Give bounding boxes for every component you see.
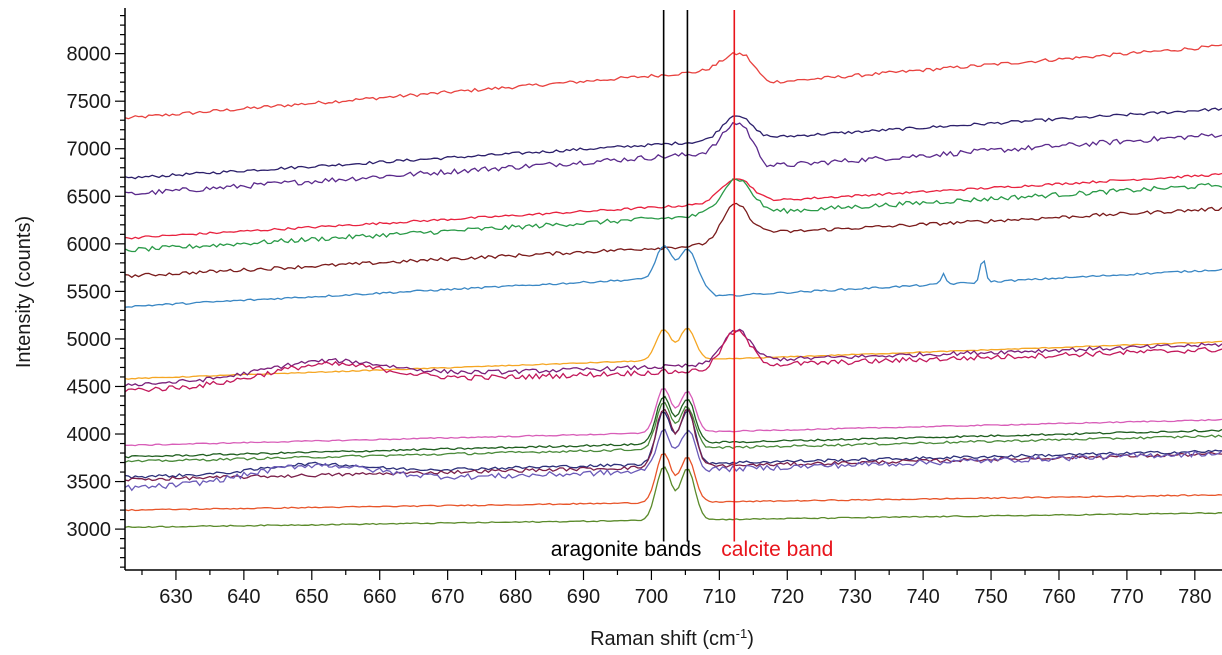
x-axis-title-main: Raman shift (cm xyxy=(590,628,736,650)
x-tick-label: 660 xyxy=(363,586,396,608)
spectrum-series-10 xyxy=(124,329,1222,393)
x-axis-title-close: ) xyxy=(747,628,754,650)
y-tick-label: 5000 xyxy=(67,329,112,351)
x-tick-label: 690 xyxy=(567,586,600,608)
aragonite-bands-annotation: aragonite bands xyxy=(551,538,702,561)
x-tick-label: 650 xyxy=(295,586,328,608)
x-tick-label: 720 xyxy=(771,586,804,608)
x-tick-label: 730 xyxy=(839,586,872,608)
x-tick-label: 710 xyxy=(703,586,736,608)
x-tick-label: 700 xyxy=(635,586,668,608)
x-axis-title: Raman shift (cm-1) xyxy=(590,626,754,651)
spectrum-series-3 xyxy=(124,121,1222,196)
spectrum-series-2 xyxy=(124,107,1222,180)
x-axis-title-sup: -1 xyxy=(736,626,748,641)
spectrum-series-6 xyxy=(124,202,1222,279)
x-tick-label: 740 xyxy=(906,586,939,608)
axes-group xyxy=(115,8,1222,580)
spectrum-series-13 xyxy=(124,401,1222,463)
x-tick-label: 630 xyxy=(159,586,192,608)
spectrum-series-8 xyxy=(124,327,1222,380)
x-tick-label: 760 xyxy=(1042,586,1075,608)
y-tick-label: 4500 xyxy=(67,376,112,398)
spectrum-series-7 xyxy=(124,244,1222,308)
spectrum-series-11 xyxy=(125,388,1222,447)
y-tick-label: 6500 xyxy=(67,186,112,208)
spectrum-series-15 xyxy=(124,408,1222,482)
x-tick-label: 750 xyxy=(974,586,1007,608)
y-tick-label: 7000 xyxy=(67,139,112,161)
spectrum-series-12 xyxy=(124,395,1222,459)
x-tick-label: 680 xyxy=(499,586,532,608)
calcite-band-annotation: calcite band xyxy=(721,538,833,561)
x-tick-label: 780 xyxy=(1178,586,1211,608)
y-tick-label: 8000 xyxy=(67,44,112,66)
reference-lines xyxy=(662,10,736,542)
x-tick-label: 640 xyxy=(227,586,260,608)
y-tick-label: 3000 xyxy=(67,519,112,541)
y-tick-label: 3500 xyxy=(67,472,112,494)
spectrum-series-16 xyxy=(124,428,1222,492)
y-tick-label: 5500 xyxy=(67,281,112,303)
y-tick-label: 7500 xyxy=(67,91,112,113)
y-tick-label: 4000 xyxy=(67,424,112,446)
tick-labels: 3000 3500 4000 4500 5000 5500 6000 6500 7000 7500… xyxy=(67,44,1212,608)
spectrum-series-4 xyxy=(124,172,1222,240)
spectrum-series-18 xyxy=(124,466,1222,529)
y-tick-label: 6000 xyxy=(67,234,112,256)
spectrum-series-9 xyxy=(124,328,1222,387)
spectrum-series-1 xyxy=(124,44,1222,120)
spectra-series-group xyxy=(124,44,1222,529)
x-tick-label: 670 xyxy=(431,586,464,608)
y-axis-title: Intensity (counts) xyxy=(13,216,35,368)
x-tick-label: 770 xyxy=(1110,586,1143,608)
spectrum-series-17 xyxy=(124,453,1222,512)
spectrum-series-5 xyxy=(124,178,1222,253)
